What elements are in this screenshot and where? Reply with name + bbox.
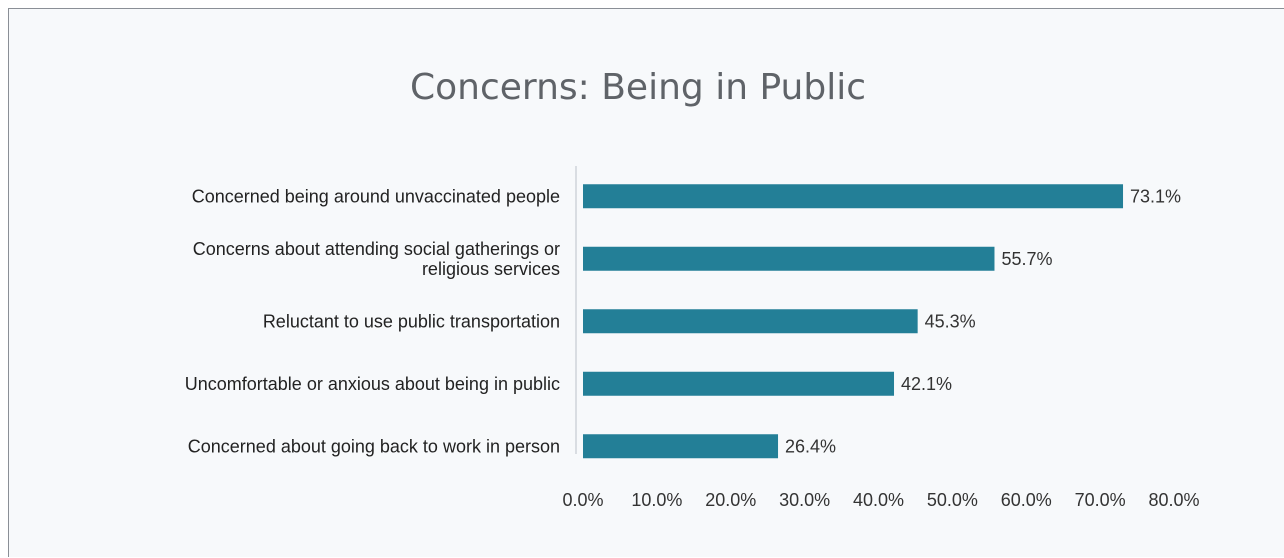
category-label: Concerns about attending social gatherin… — [193, 239, 560, 279]
category-label: Concerned being around unvaccinated peop… — [192, 186, 560, 206]
data-label: 45.3% — [925, 311, 976, 331]
category-label-line: Concerned being around unvaccinated peop… — [192, 186, 560, 206]
x-tick-label: 50.0% — [927, 490, 978, 510]
category-label: Uncomfortable or anxious about being in … — [185, 374, 560, 394]
bar — [583, 371, 895, 396]
category-label: Concerned about going back to work in pe… — [188, 436, 560, 456]
x-tick-label: 80.0% — [1148, 490, 1199, 510]
x-tick-label: 0.0% — [562, 490, 603, 510]
category-label-line: Concerned about going back to work in pe… — [188, 436, 560, 456]
x-tick-label: 40.0% — [853, 490, 904, 510]
category-label-line: Uncomfortable or anxious about being in … — [185, 374, 560, 394]
category-label: Reluctant to use public transportation — [263, 311, 560, 331]
x-tick-label: 20.0% — [705, 490, 756, 510]
chart: Concerns: Being in Public Concerned bein… — [185, 67, 1200, 510]
category-label-line: religious services — [422, 259, 560, 279]
x-tick-label: 30.0% — [779, 490, 830, 510]
category-label-line: Reluctant to use public transportation — [263, 311, 560, 331]
data-label: 55.7% — [1001, 249, 1052, 269]
data-label: 73.1% — [1130, 186, 1181, 206]
x-axis-ticks: 0.0% 10.0% 20.0% 30.0% 40.0% 50.0% 60.0% 70.0% 8… — [562, 490, 1199, 510]
x-tick-label: 10.0% — [631, 490, 682, 510]
data-label: 26.4% — [785, 436, 836, 456]
bar — [583, 184, 1124, 209]
data-label: 42.1% — [901, 374, 952, 394]
chart-title: Concerns: Being in Public — [410, 67, 866, 108]
bar — [583, 434, 779, 459]
bar — [583, 309, 918, 334]
chart-frame: Concerns: Being in Public Concerned bein… — [8, 8, 1284, 557]
value-labels: 73.1% 55.7% 45.3% 42.1% 26.4% — [785, 186, 1181, 456]
bars-group — [583, 184, 1124, 459]
x-tick-label: 60.0% — [1001, 490, 1052, 510]
bar — [583, 246, 995, 271]
category-labels: Concerned being around unvaccinated peop… — [185, 186, 560, 456]
x-tick-label: 70.0% — [1075, 490, 1126, 510]
category-label-line: Concerns about attending social gatherin… — [193, 239, 560, 259]
